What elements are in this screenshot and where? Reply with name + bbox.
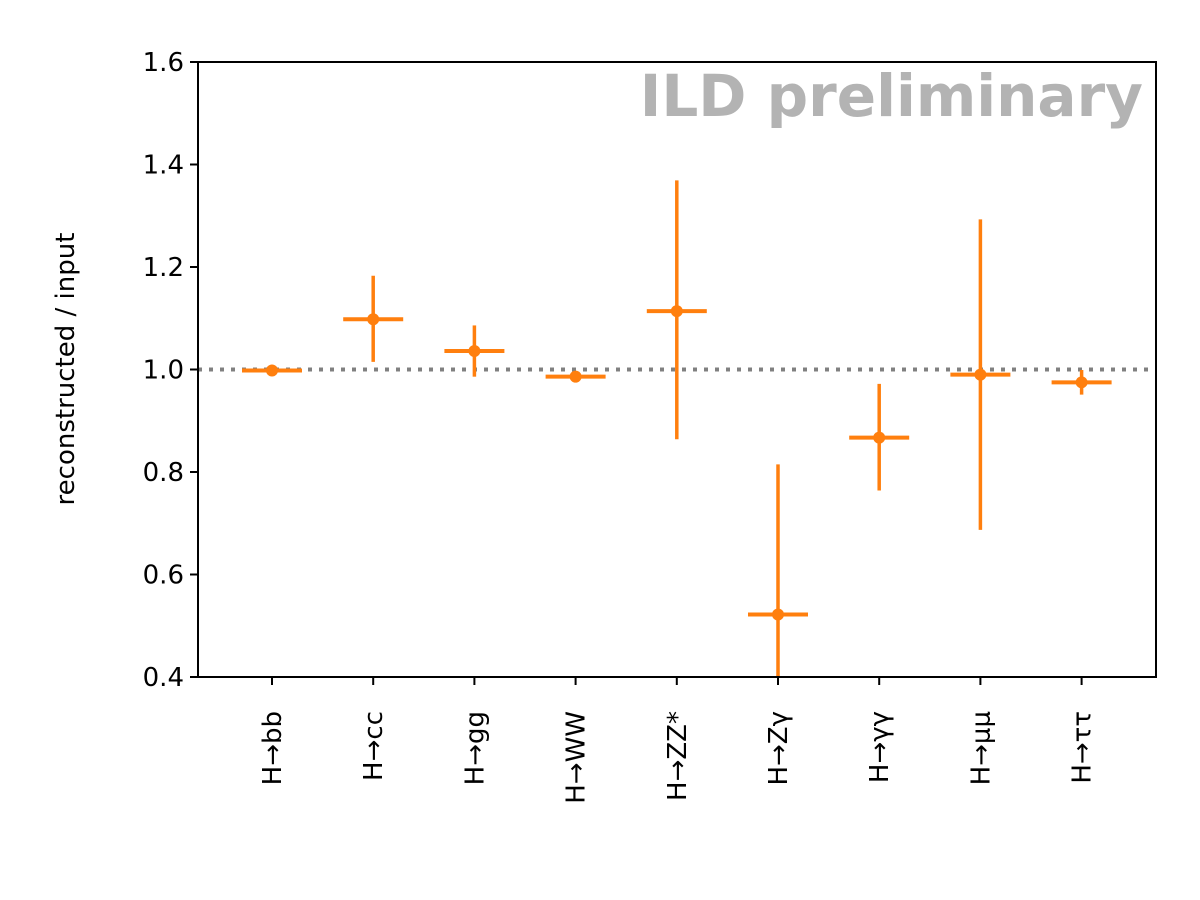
y-tick-label: 1.6 [143, 48, 184, 78]
y-tick-label: 1.2 [143, 253, 184, 283]
x-tick-label: H→ZZ* [663, 711, 693, 801]
x-tick-label: H→μμ [966, 711, 996, 785]
data-point [468, 345, 481, 358]
data-point [974, 368, 987, 381]
y-tick-label: 1.0 [143, 356, 184, 386]
x-tick-label: H→gg [460, 711, 490, 785]
x-tick-label: H→cc [359, 711, 389, 781]
x-tick-label: H→WW [562, 711, 592, 804]
data-point [266, 364, 278, 377]
watermark-text: ILD preliminary [640, 62, 1143, 130]
data-point [873, 431, 886, 444]
data-point [670, 305, 683, 318]
data-point [367, 313, 380, 326]
y-axis: 0.4 0.6 0.8 1.0 1.2 1.4 1.6 [143, 48, 198, 693]
y-axis-title: reconstructed / input [51, 233, 81, 506]
data-point [772, 608, 784, 621]
x-tick-label: H→Zγ [764, 711, 794, 786]
x-tick-label: H→ττ [1068, 711, 1098, 784]
x-tick-label: H→bb [258, 711, 288, 785]
plot-layer [198, 180, 1156, 677]
data-point [1075, 376, 1088, 389]
x-tick-label: H→γγ [865, 711, 895, 783]
y-tick-label: 0.4 [143, 663, 184, 693]
y-tick-label: 0.8 [143, 458, 184, 488]
y-tick-label: 0.6 [143, 561, 184, 591]
y-tick-label: 1.4 [143, 151, 184, 181]
data-point [569, 370, 582, 383]
x-axis: H→bb H→cc H→gg H→WW H→ZZ* H→Zγ H→γγ H→μμ H→ττ [258, 677, 1098, 804]
